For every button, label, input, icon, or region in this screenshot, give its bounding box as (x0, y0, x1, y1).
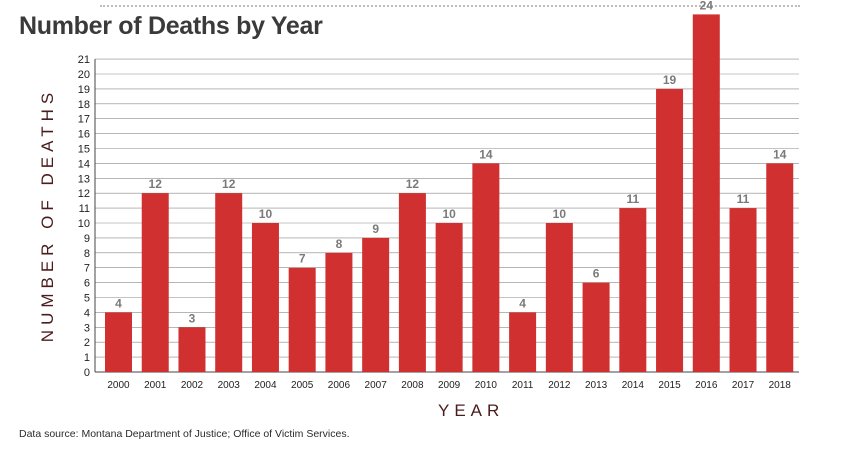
data-label-2014: 11 (626, 192, 639, 206)
y-tick-label: 11 (79, 203, 90, 215)
x-tick-label: 2010 (475, 380, 498, 391)
x-tick-label: 2018 (769, 380, 792, 391)
bar-2011 (509, 312, 537, 372)
x-tick-label: 2002 (181, 380, 204, 391)
bar-2009 (435, 223, 463, 372)
bar-2008 (398, 193, 426, 372)
data-label-2001: 12 (149, 177, 163, 191)
bar-2004 (251, 223, 279, 372)
y-tick-label: 21 (78, 54, 90, 66)
data-label-2006: 8 (336, 237, 343, 251)
x-tick-label: 2000 (107, 380, 130, 391)
x-axis-ticks: 2000 2001 2002 2003 2004 2005 2006 2007 2008 2009… (107, 380, 791, 391)
bar-2014 (619, 208, 647, 372)
x-tick-label: 2012 (548, 380, 571, 391)
x-tick-label: 2016 (695, 380, 718, 391)
x-tick-label: 2015 (658, 380, 681, 391)
y-tick-label: 20 (78, 69, 90, 81)
y-tick-label: 15 (78, 144, 90, 156)
data-label-2004: 10 (259, 207, 273, 221)
data-label-2012: 10 (553, 207, 567, 221)
y-tick-label: 12 (78, 188, 90, 200)
decorative-dotted-rule (100, 5, 800, 7)
y-tick-label: 14 (78, 158, 90, 170)
bar-2001 (141, 193, 169, 372)
data-label-2015: 19 (663, 73, 677, 87)
x-tick-label: 2003 (218, 380, 241, 391)
chart-title: Number of Deaths by Year (19, 12, 323, 40)
bar-2000 (105, 312, 132, 372)
y-tick-label: 17 (78, 114, 90, 126)
y-tick-label: 1 (84, 352, 90, 364)
bar-2006 (325, 252, 353, 372)
y-tick-label: 9 (84, 233, 90, 245)
y-tick-label: 3 (84, 322, 90, 334)
x-tick-label: 2013 (585, 380, 608, 391)
bar-2018 (766, 163, 794, 372)
y-tick-label: 6 (84, 278, 90, 290)
y-tick-label: 7 (84, 263, 90, 275)
data-label-2003: 12 (222, 177, 236, 191)
x-tick-label: 2011 (512, 380, 534, 391)
data-label-2016: 24 (700, 0, 714, 12)
x-tick-label: 2007 (365, 380, 388, 391)
y-tick-label: 2 (84, 337, 90, 349)
data-label-2008: 12 (406, 177, 420, 191)
x-tick-label: 2009 (438, 380, 461, 391)
x-axis-title: YEAR (438, 401, 505, 420)
data-label-2018: 14 (773, 147, 787, 161)
y-tick-label: 8 (84, 248, 90, 260)
x-tick-label: 2014 (622, 380, 645, 391)
x-tick-label: 2017 (732, 380, 755, 391)
data-label-2010: 14 (479, 147, 493, 161)
data-labels: 4 12 3 12 10 7 8 9 12 10 14 4 10 6 11 19 24 11 14 (115, 0, 787, 325)
data-label-2011: 4 (519, 296, 526, 310)
y-tick-label: 18 (78, 99, 90, 111)
y-tick-label: 5 (84, 293, 90, 305)
data-source-note: Data source: Montana Department of Justi… (19, 428, 350, 440)
y-tick-label: 16 (78, 129, 90, 141)
bar-2015 (656, 88, 684, 373)
bars (105, 14, 794, 373)
bar-2017 (729, 208, 757, 372)
x-tick-label: 2008 (401, 380, 424, 391)
bar-2002 (178, 327, 206, 372)
y-tick-label: 4 (84, 307, 90, 319)
bar-2012 (545, 223, 573, 372)
data-label-2007: 9 (372, 222, 379, 236)
bar-2010 (472, 163, 500, 372)
data-label-2013: 6 (593, 267, 600, 281)
data-label-2005: 7 (299, 252, 306, 266)
x-tick-label: 2001 (144, 380, 167, 391)
y-tick-label: 13 (78, 173, 90, 185)
y-tick-label: 19 (78, 84, 90, 96)
bar-2013 (582, 282, 610, 372)
y-tick-label: 0 (84, 367, 90, 379)
x-tick-label: 2004 (254, 380, 277, 391)
bar-2003 (215, 193, 243, 372)
bar-2005 (288, 267, 316, 372)
bar-2016 (692, 14, 720, 373)
bar-2007 (362, 237, 390, 372)
x-tick-label: 2005 (291, 380, 314, 391)
data-label-2017: 11 (737, 192, 750, 206)
data-label-2000: 4 (115, 296, 122, 310)
data-label-2009: 10 (442, 207, 456, 221)
data-label-2002: 3 (189, 311, 196, 325)
x-tick-label: 2006 (328, 380, 351, 391)
y-tick-label: 10 (78, 218, 90, 230)
